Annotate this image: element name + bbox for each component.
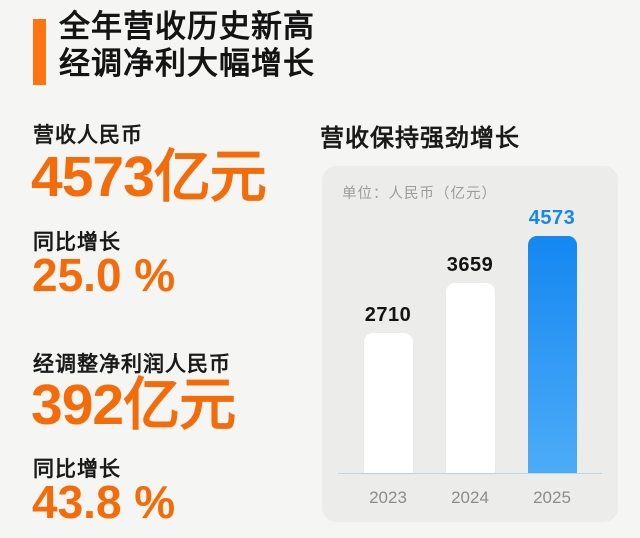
page-title-line-2: 经调净利大幅增长 — [59, 46, 315, 81]
title-accent-bar — [33, 19, 46, 85]
bar-2025 — [527, 236, 577, 473]
bar-chart-plot: 2710 3659 4573 — [338, 202, 602, 474]
bar-2024 — [445, 283, 495, 473]
revenue-value: 4573亿元 — [31, 145, 267, 209]
profit-growth-value: 43.8 % — [32, 476, 176, 528]
revenue-growth-label: 同比增长 — [33, 231, 121, 254]
x-axis-label-2025: 2025 — [533, 488, 571, 507]
bar-2023 — [363, 333, 413, 473]
revenue-bar-chart-card: 单位：人民币（亿元） 2710 3659 4573 2023 2024 2025 — [322, 166, 618, 522]
revenue-label: 营收人民币 — [33, 124, 143, 147]
x-axis-label-2023: 2023 — [369, 488, 407, 507]
profit-growth-label: 同比增长 — [33, 458, 121, 481]
x-axis-label-2024: 2024 — [451, 488, 489, 507]
bar-value-label-2025: 4573 — [528, 207, 576, 229]
bar-value-label-2024: 3659 — [446, 254, 494, 276]
profit-value: 392亿元 — [31, 373, 236, 437]
chart-section-title: 营收保持强劲增长 — [320, 125, 520, 152]
bar-group-2025: 4573 — [527, 207, 577, 473]
bar-chart-year-row: 2023 2024 2025 — [338, 488, 602, 508]
bar-group-2024: 3659 — [445, 254, 495, 473]
bar-value-label-2023: 2710 — [364, 304, 412, 326]
page-title: 全年营收历史新高 经调净利大幅增长 — [59, 8, 315, 82]
bar-group-2023: 2710 — [363, 304, 413, 473]
profit-label: 经调整净利润人民币 — [33, 353, 231, 376]
revenue-growth-value: 25.0 % — [32, 249, 176, 301]
chart-unit-note: 单位：人民币（亿元） — [342, 186, 497, 202]
page-title-line-1: 全年营收历史新高 — [59, 9, 315, 44]
